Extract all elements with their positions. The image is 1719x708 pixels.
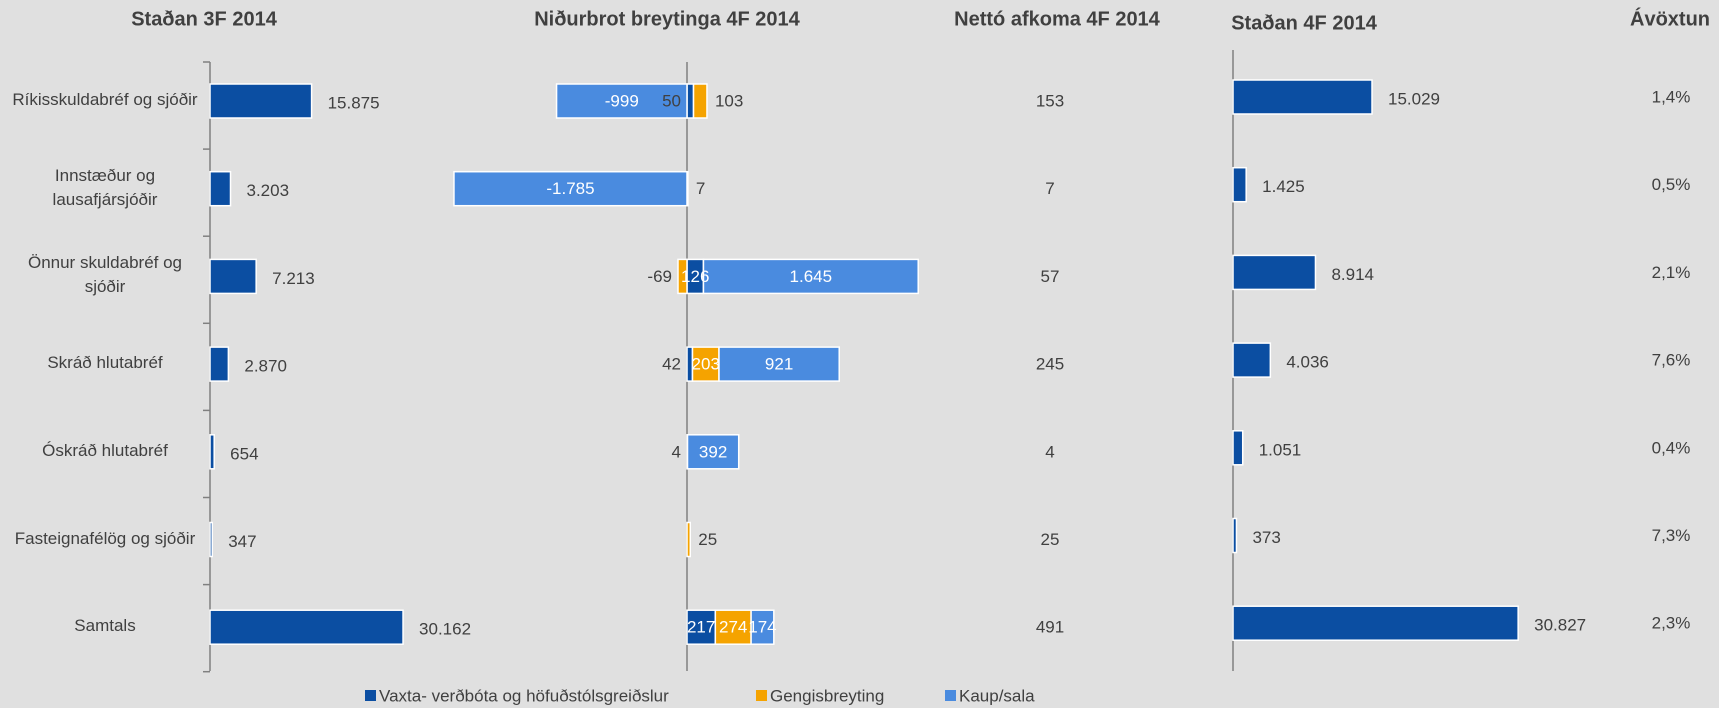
bar-segment: [453, 170, 688, 207]
value-label: 1.425: [1262, 177, 1305, 196]
category-label: Ríkisskuldabréf og sjóðir: [12, 90, 198, 109]
value-label: 7: [696, 179, 705, 198]
bar: [1232, 79, 1373, 115]
value-text: 4: [1045, 442, 1054, 461]
value-text: 7: [1045, 179, 1054, 198]
value-label: 30.827: [1534, 616, 1586, 635]
value-label: 7.213: [272, 269, 315, 288]
category-label: Óskráð hlutabréf: [42, 440, 168, 460]
bar: [1232, 166, 1247, 203]
value-label: 274: [719, 618, 747, 637]
category-label: Skráð hlutabréf: [47, 353, 163, 373]
bar-segment: [691, 346, 720, 382]
category-label: Samtals: [74, 616, 136, 636]
bar-segment: [686, 609, 717, 645]
value-text: 153: [1036, 91, 1064, 110]
bar-segment: [555, 83, 688, 119]
value-label: 3.203: [246, 181, 289, 200]
bar-segment: [686, 434, 740, 470]
chart-title: Nettó afkoma 4F 2014: [954, 8, 1161, 30]
bar-segment: [692, 83, 708, 119]
value-text: 1,4%: [1652, 87, 1691, 106]
bar-segment: [686, 83, 695, 119]
value-label: 15.875: [328, 93, 380, 112]
bar-segment: [750, 609, 775, 645]
bar: [1232, 430, 1244, 466]
value-label: 373: [1252, 528, 1280, 547]
value-label: 4.036: [1286, 353, 1329, 372]
value-label: 392: [699, 442, 727, 461]
chart-title: Ávöxtun: [1630, 7, 1710, 30]
bar: [209, 609, 404, 645]
value-text: 245: [1036, 355, 1064, 374]
bar-segment: [702, 258, 919, 295]
value-label: 15.029: [1388, 89, 1440, 108]
category-label: Fasteignafélög og sjóðir: [14, 528, 196, 548]
value-label: 25: [698, 530, 717, 549]
chart-title: Staðan 4F 2014: [1231, 12, 1378, 34]
bar: [1232, 605, 1519, 641]
value-label: 174: [748, 618, 776, 637]
value-label: 103: [715, 91, 743, 110]
bar-segment: [677, 258, 688, 295]
value-label: 50: [662, 91, 681, 110]
value-label: 654: [230, 444, 258, 463]
value-label: 217: [687, 618, 715, 637]
chart-title: Staðan 3F 2014: [131, 8, 278, 30]
value-label: 30.162: [419, 620, 471, 639]
value-label: 1.051: [1259, 440, 1302, 459]
value-label: -69: [647, 267, 672, 286]
legend-label: Vaxta- verðbóta og höfuðstólsgreiðslur: [379, 686, 669, 705]
value-label: -999: [605, 91, 639, 110]
value-text: 7,3%: [1652, 526, 1691, 545]
bar: [1232, 517, 1238, 554]
value-text: 491: [1036, 618, 1064, 637]
legend-swatch: [756, 690, 767, 701]
value-label: 347: [228, 532, 256, 551]
bar: [1232, 342, 1272, 378]
value-text: 2,3%: [1652, 614, 1691, 633]
value-text: 2,1%: [1652, 263, 1691, 282]
value-text: 0,4%: [1652, 438, 1691, 457]
chart-title: Niðurbrot breytinga 4F 2014: [534, 8, 800, 30]
value-text: 0,5%: [1652, 175, 1691, 194]
value-label: 2.870: [244, 357, 287, 376]
value-label: 921: [765, 355, 793, 374]
legend-label: Kaup/sala: [959, 686, 1035, 705]
bar: [209, 434, 215, 470]
category-label: Önnur skuldabréf og sjóðir: [27, 253, 183, 297]
bar: [209, 346, 230, 382]
value-label: 1.645: [790, 267, 833, 286]
bar: [209, 521, 213, 558]
value-label: 126: [681, 267, 709, 286]
bar-segment: [686, 521, 692, 558]
value-label: -1.785: [546, 179, 594, 198]
value-label: 8.914: [1331, 265, 1374, 284]
legend-swatch: [365, 690, 376, 701]
legend-swatch: [945, 690, 956, 701]
category-label: Innstæður og lausafjársjóðir: [52, 165, 158, 209]
value-text: 25: [1041, 530, 1060, 549]
bar: [209, 170, 232, 207]
bar: [209, 83, 313, 119]
bar-segment: [718, 346, 840, 382]
value-text: 57: [1041, 267, 1060, 286]
legend-label: Gengisbreyting: [770, 686, 884, 705]
value-label: 4: [672, 442, 681, 461]
value-label: 203: [692, 355, 720, 374]
value-text: 7,6%: [1652, 351, 1691, 370]
bar: [209, 258, 257, 295]
value-label: 42: [662, 355, 681, 374]
bar: [1232, 254, 1317, 291]
